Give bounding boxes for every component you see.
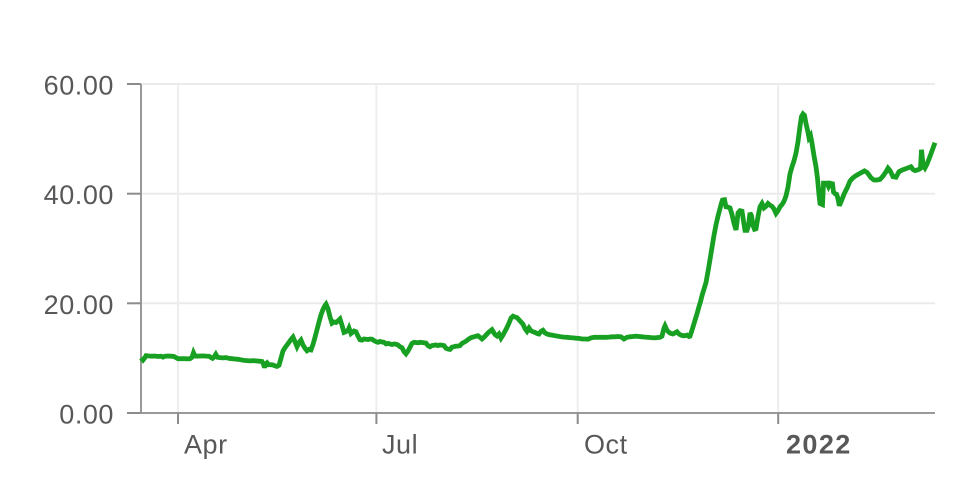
svg-text:20.00: 20.00: [44, 290, 114, 320]
svg-text:0.00: 0.00: [59, 400, 114, 430]
svg-text:Jul: Jul: [382, 430, 418, 460]
svg-text:Apr: Apr: [184, 430, 228, 460]
svg-text:60.00: 60.00: [44, 71, 114, 101]
svg-text:40.00: 40.00: [44, 180, 114, 210]
svg-text:2022: 2022: [786, 430, 852, 460]
svg-text:Oct: Oct: [584, 430, 628, 460]
